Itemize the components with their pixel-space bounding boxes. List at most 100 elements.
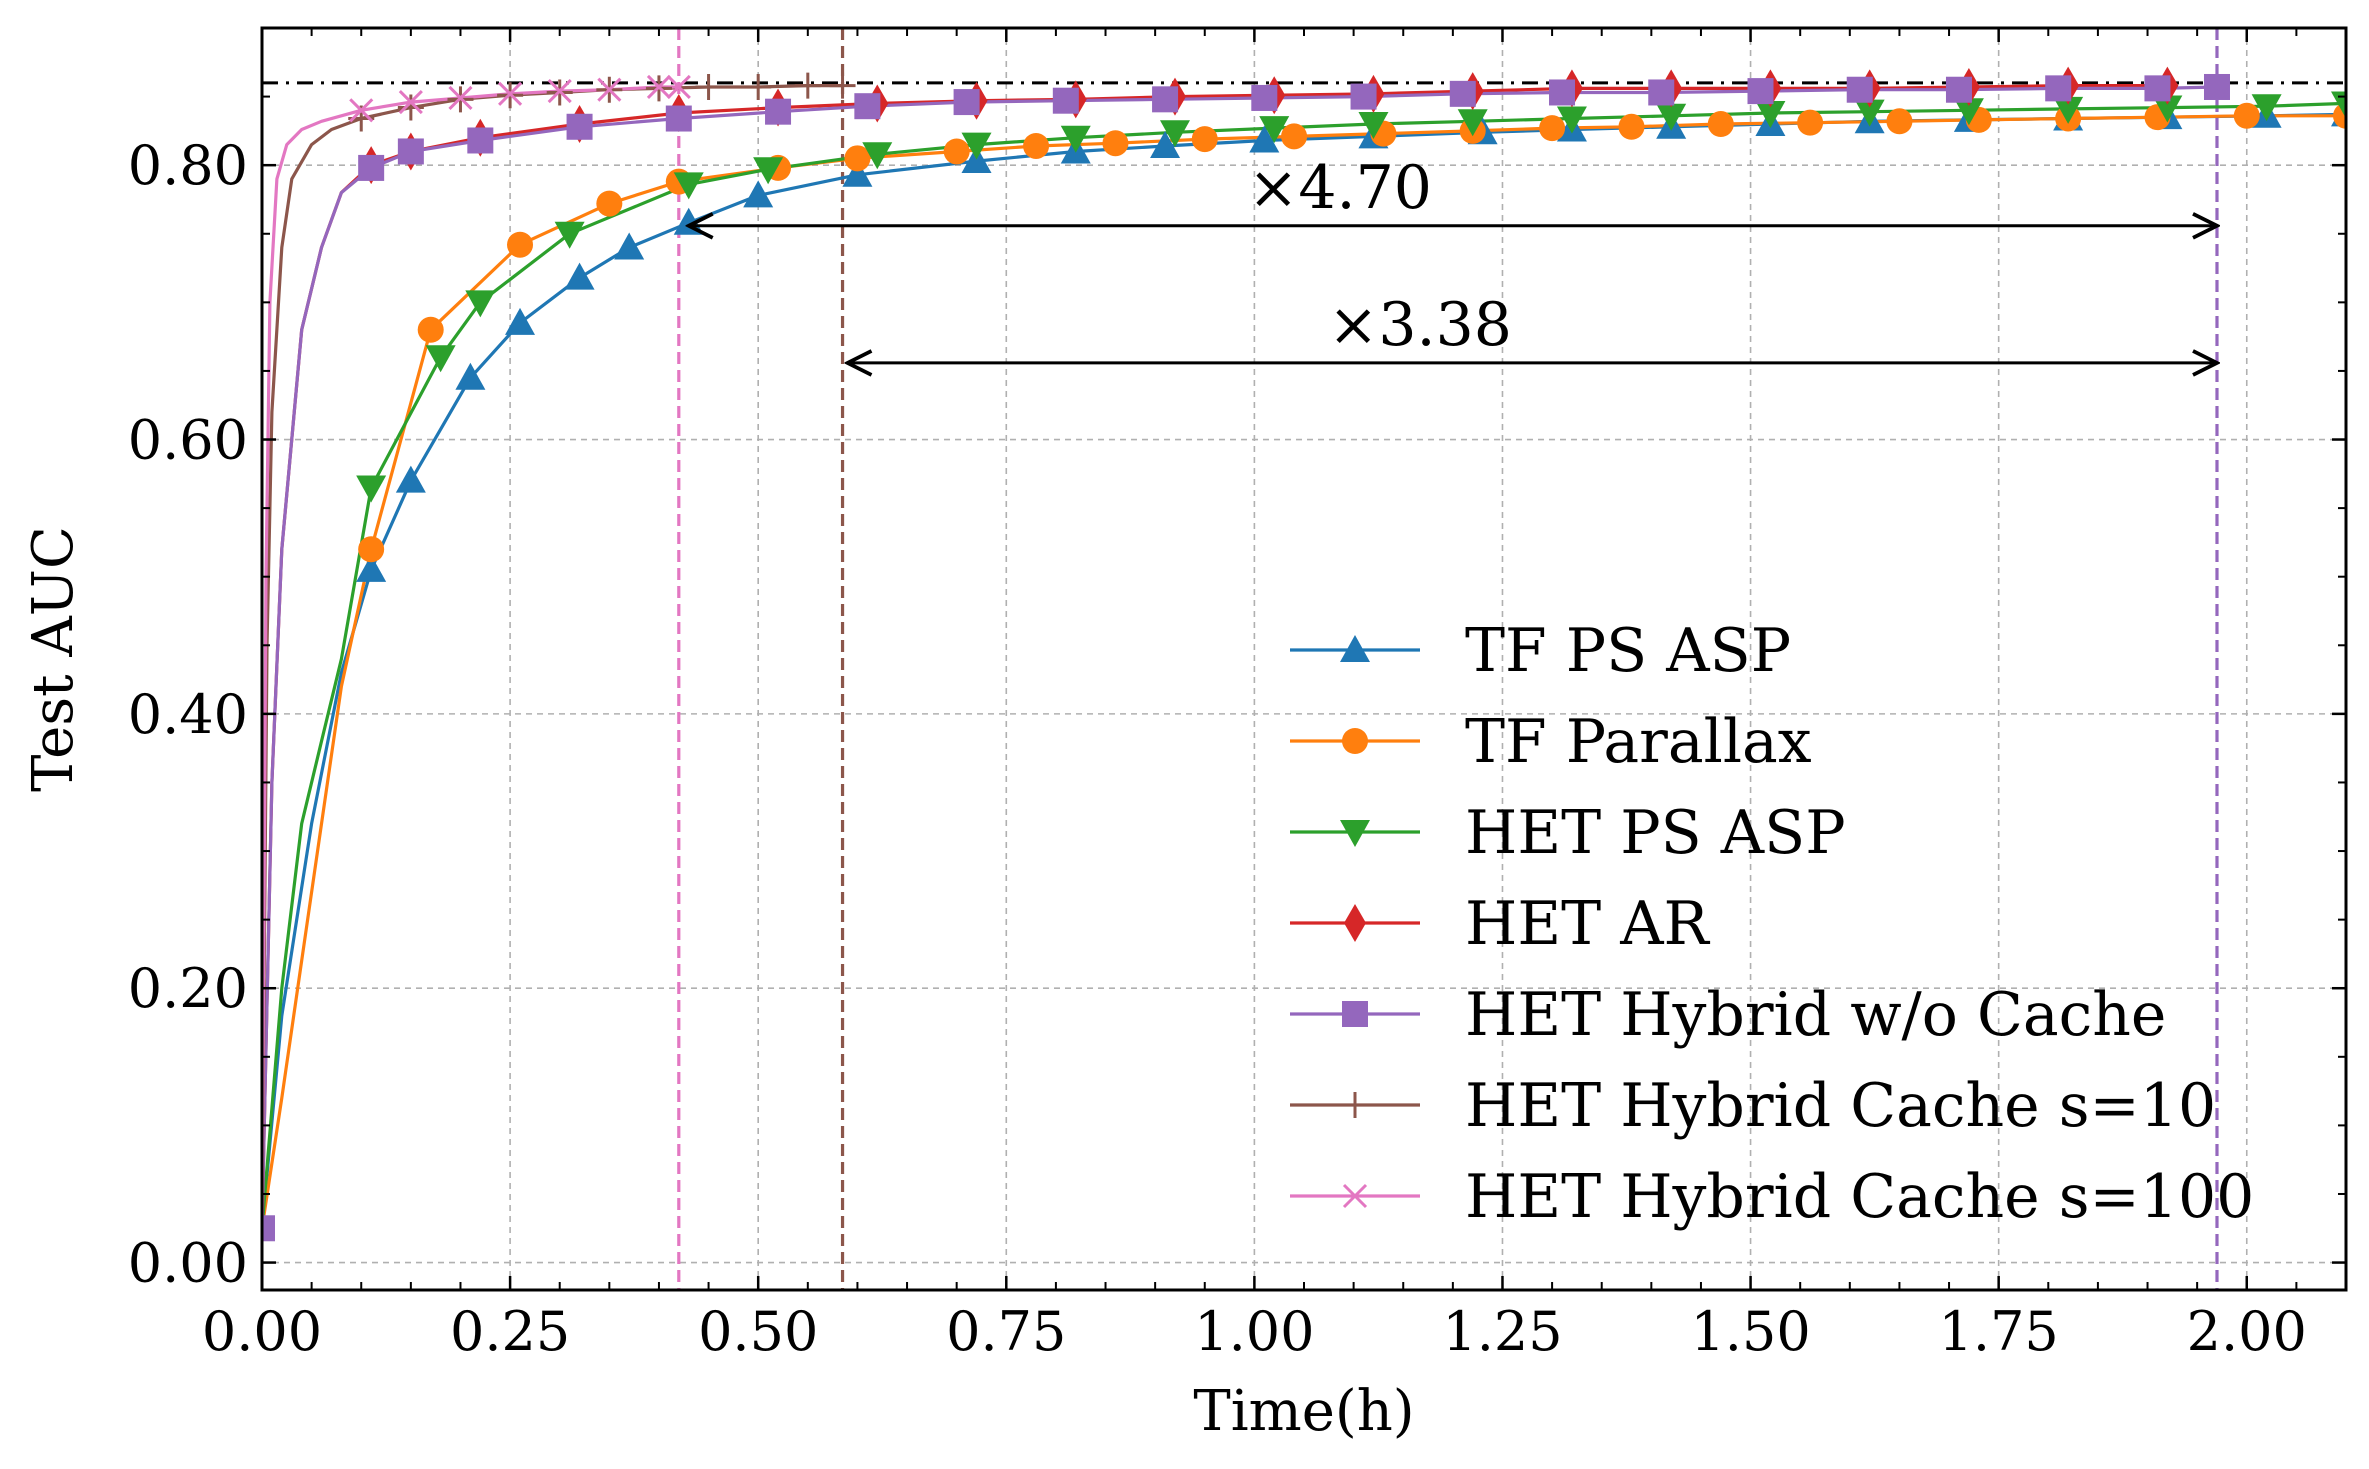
data-point-het-hybrid-w-o-cache xyxy=(765,98,792,125)
data-point-het-ps-asp xyxy=(673,172,704,200)
data-point-tf-parallax xyxy=(1539,115,1566,142)
legend: TF PS ASP TF Parallax HET PS ASP HET AR HET … xyxy=(1290,616,2254,1232)
data-point-het-ps-asp xyxy=(1457,109,1488,137)
data-point-het-hybrid-cache-s-100 xyxy=(646,74,672,100)
x-tick-label: 0.00 xyxy=(202,1300,322,1363)
data-point-tf-ps-asp xyxy=(455,362,486,390)
data-point-het-hybrid-cache-s-10 xyxy=(745,73,772,100)
data-point-het-hybrid-cache-s-100 xyxy=(547,79,572,104)
data-point-het-hybrid-w-o-cache xyxy=(566,113,593,140)
annotations: ×4.70 ×3.38 xyxy=(689,153,2217,363)
data-point-het-ps-asp xyxy=(753,157,784,185)
data-point-het-hybrid-w-o-cache xyxy=(854,93,881,120)
data-point-tf-parallax xyxy=(1797,109,1824,136)
data-point-het-hybrid-w-o-cache xyxy=(2203,73,2230,100)
data-point-tf-parallax xyxy=(1281,123,1308,150)
data-point-het-hybrid-w-o-cache xyxy=(953,89,980,116)
y-tick-label: 0.40 xyxy=(128,683,248,746)
legend-marker-het-hybrid-cache-s-100 xyxy=(1342,1183,1368,1209)
data-point-tf-parallax xyxy=(507,231,534,258)
legend-marker-tf-parallax xyxy=(1342,728,1368,754)
data-point-het-hybrid-cache-s-10 xyxy=(794,72,821,99)
data-point-het-hybrid-w-o-cache xyxy=(1846,76,1873,103)
data-point-het-hybrid-cache-s-100 xyxy=(666,74,691,100)
x-tick-label: 1.50 xyxy=(1690,1300,1810,1363)
data-point-het-hybrid-w-o-cache xyxy=(467,127,494,154)
x-tick-label: 1.75 xyxy=(1939,1300,2059,1363)
data-point-het-ps-asp xyxy=(425,345,456,373)
x-axis-title: Time(h) xyxy=(1193,1379,1414,1444)
data-point-het-hybrid-w-o-cache xyxy=(2045,75,2072,102)
x-tick-label: 0.25 xyxy=(450,1300,570,1363)
data-point-het-ps-asp xyxy=(1556,106,1587,134)
y-tick-label: 0.80 xyxy=(128,134,248,197)
data-point-tf-ps-asp xyxy=(1150,130,1181,158)
data-point-het-ps-asp xyxy=(2251,94,2282,122)
speedup-label: ×4.70 xyxy=(1248,153,1432,223)
data-point-het-hybrid-w-o-cache xyxy=(397,138,424,165)
data-point-tf-parallax xyxy=(1886,108,1913,135)
legend-marker-het-ps-asp xyxy=(1340,820,1370,847)
data-point-tf-parallax xyxy=(1023,132,1050,159)
data-point-het-ps-asp xyxy=(2331,91,2346,119)
data-point-tf-parallax xyxy=(596,190,623,217)
data-point-het-hybrid-cache-s-10 xyxy=(695,73,722,100)
data-point-het-hybrid-w-o-cache xyxy=(1449,80,1476,107)
legend-marker-het-hybrid-w-o-cache xyxy=(1342,1001,1368,1027)
data-point-het-hybrid-w-o-cache xyxy=(1648,79,1675,106)
x-tick-label: 0.50 xyxy=(698,1300,818,1363)
data-point-het-hybrid-w-o-cache xyxy=(1747,78,1774,105)
data-point-het-hybrid-w-o-cache xyxy=(1350,83,1377,110)
legend-marker-het-ar xyxy=(1344,904,1366,942)
data-point-het-hybrid-w-o-cache xyxy=(1945,76,1972,103)
x-tick-label: 0.75 xyxy=(946,1300,1066,1363)
data-point-het-hybrid-cache-s-100 xyxy=(597,77,622,102)
x-tick-label: 1.25 xyxy=(1442,1300,1562,1363)
data-point-tf-parallax xyxy=(417,316,444,343)
x-tick-label: 1.00 xyxy=(1194,1300,1314,1363)
data-point-het-hybrid-w-o-cache xyxy=(665,105,692,132)
data-point-het-ps-asp xyxy=(465,290,496,318)
y-tick-label: 0.00 xyxy=(128,1232,248,1295)
axis-ticks: 0.00 0.25 0.50 0.75 1.00 1.25 1.50 1.75 2.00 0.00… xyxy=(128,28,2346,1363)
data-point-tf-parallax xyxy=(1102,130,1129,157)
legend-label-het-hybrid-cache-s-10: HET Hybrid Cache s=10 xyxy=(1465,1071,2216,1141)
legend-label-tf-parallax: TF Parallax xyxy=(1465,707,1812,777)
data-point-tf-ps-asp xyxy=(505,307,536,335)
data-point-het-ps-asp xyxy=(356,475,387,503)
data-point-het-hybrid-cache-s-100 xyxy=(448,85,473,111)
data-point-tf-ps-asp xyxy=(842,159,873,187)
data-point-het-hybrid-w-o-cache xyxy=(1251,84,1278,111)
data-point-tf-parallax xyxy=(358,536,385,563)
legend-label-het-ar: HET AR xyxy=(1465,889,1711,959)
data-point-het-hybrid-cache-s-10 xyxy=(829,72,856,99)
data-point-tf-ps-asp xyxy=(356,554,387,582)
y-tick-label: 0.20 xyxy=(128,957,248,1020)
data-point-tf-parallax xyxy=(1707,111,1734,138)
y-tick-label: 0.60 xyxy=(128,409,248,472)
data-point-het-ps-asp xyxy=(2053,96,2084,124)
data-point-het-ps-asp xyxy=(554,221,585,249)
data-point-het-ps-asp xyxy=(1060,125,1091,153)
data-point-het-hybrid-cache-s-10 xyxy=(397,94,424,121)
data-point-tf-parallax xyxy=(1618,113,1645,140)
data-point-het-hybrid-cache-s-100 xyxy=(398,90,423,115)
data-point-het-hybrid-w-o-cache xyxy=(1152,86,1179,113)
data-point-tf-ps-asp xyxy=(614,232,645,260)
data-point-het-hybrid-cache-s-100 xyxy=(349,98,374,123)
y-axis-title: Test AUC xyxy=(21,526,86,792)
marker-layer xyxy=(262,66,2346,1242)
data-point-het-ps-asp xyxy=(1854,99,1885,127)
data-point-tf-ps-asp xyxy=(395,465,426,493)
data-point-tf-ps-asp xyxy=(743,180,774,208)
legend-label-het-hybrid-cache-s-100: HET Hybrid Cache s=100 xyxy=(1465,1162,2254,1232)
data-point-het-hybrid-w-o-cache xyxy=(262,1215,275,1242)
data-point-het-ps-asp xyxy=(961,132,992,160)
data-point-tf-parallax xyxy=(1191,126,1218,153)
legend-label-tf-ps-asp: TF PS ASP xyxy=(1465,616,1791,686)
reference-lines xyxy=(262,28,2346,1290)
data-point-het-ps-asp xyxy=(862,142,893,170)
data-point-het-ps-asp xyxy=(1656,103,1687,131)
